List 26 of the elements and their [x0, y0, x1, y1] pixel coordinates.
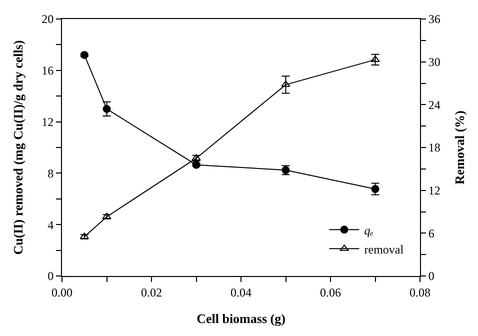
- point: [192, 160, 200, 169]
- y2-tick-label: 6: [428, 226, 434, 240]
- text: 0.00: [52, 285, 72, 300]
- x-tick-label: 0.06: [320, 285, 341, 300]
- legend-label: removal: [364, 242, 404, 256]
- point: [80, 50, 88, 59]
- y2-tick-label: 12: [428, 184, 440, 198]
- y-tick-label: 20: [42, 12, 54, 26]
- y-tick-label: 16: [42, 64, 54, 78]
- y2-axis-title: Removal (%): [452, 110, 467, 185]
- point: [102, 104, 111, 113]
- y2-tick-label: 18: [428, 140, 440, 155]
- y2-tick-label: 36: [428, 12, 440, 26]
- y2-tick-label: 30: [428, 55, 440, 70]
- y-tick-label: 4: [48, 218, 54, 232]
- y2-tick-label: 24: [428, 98, 440, 112]
- y-tick-label: 0: [48, 269, 54, 284]
- x-axis-title: Cell biomass (g): [196, 311, 286, 326]
- legend-label: qₑ: [364, 223, 374, 238]
- x-tick-label: 0.08: [410, 285, 430, 300]
- x-tick-label: 0.04: [230, 285, 252, 300]
- y2-tick-label: 0: [428, 269, 434, 284]
- x-tick-label: 0.02: [141, 285, 162, 300]
- y-tick-label: 8: [48, 166, 54, 180]
- y-tick-label: 12: [42, 115, 54, 129]
- y-axis-title: Cu(II) removed (mg Cu(II)/g dry cells): [10, 40, 26, 255]
